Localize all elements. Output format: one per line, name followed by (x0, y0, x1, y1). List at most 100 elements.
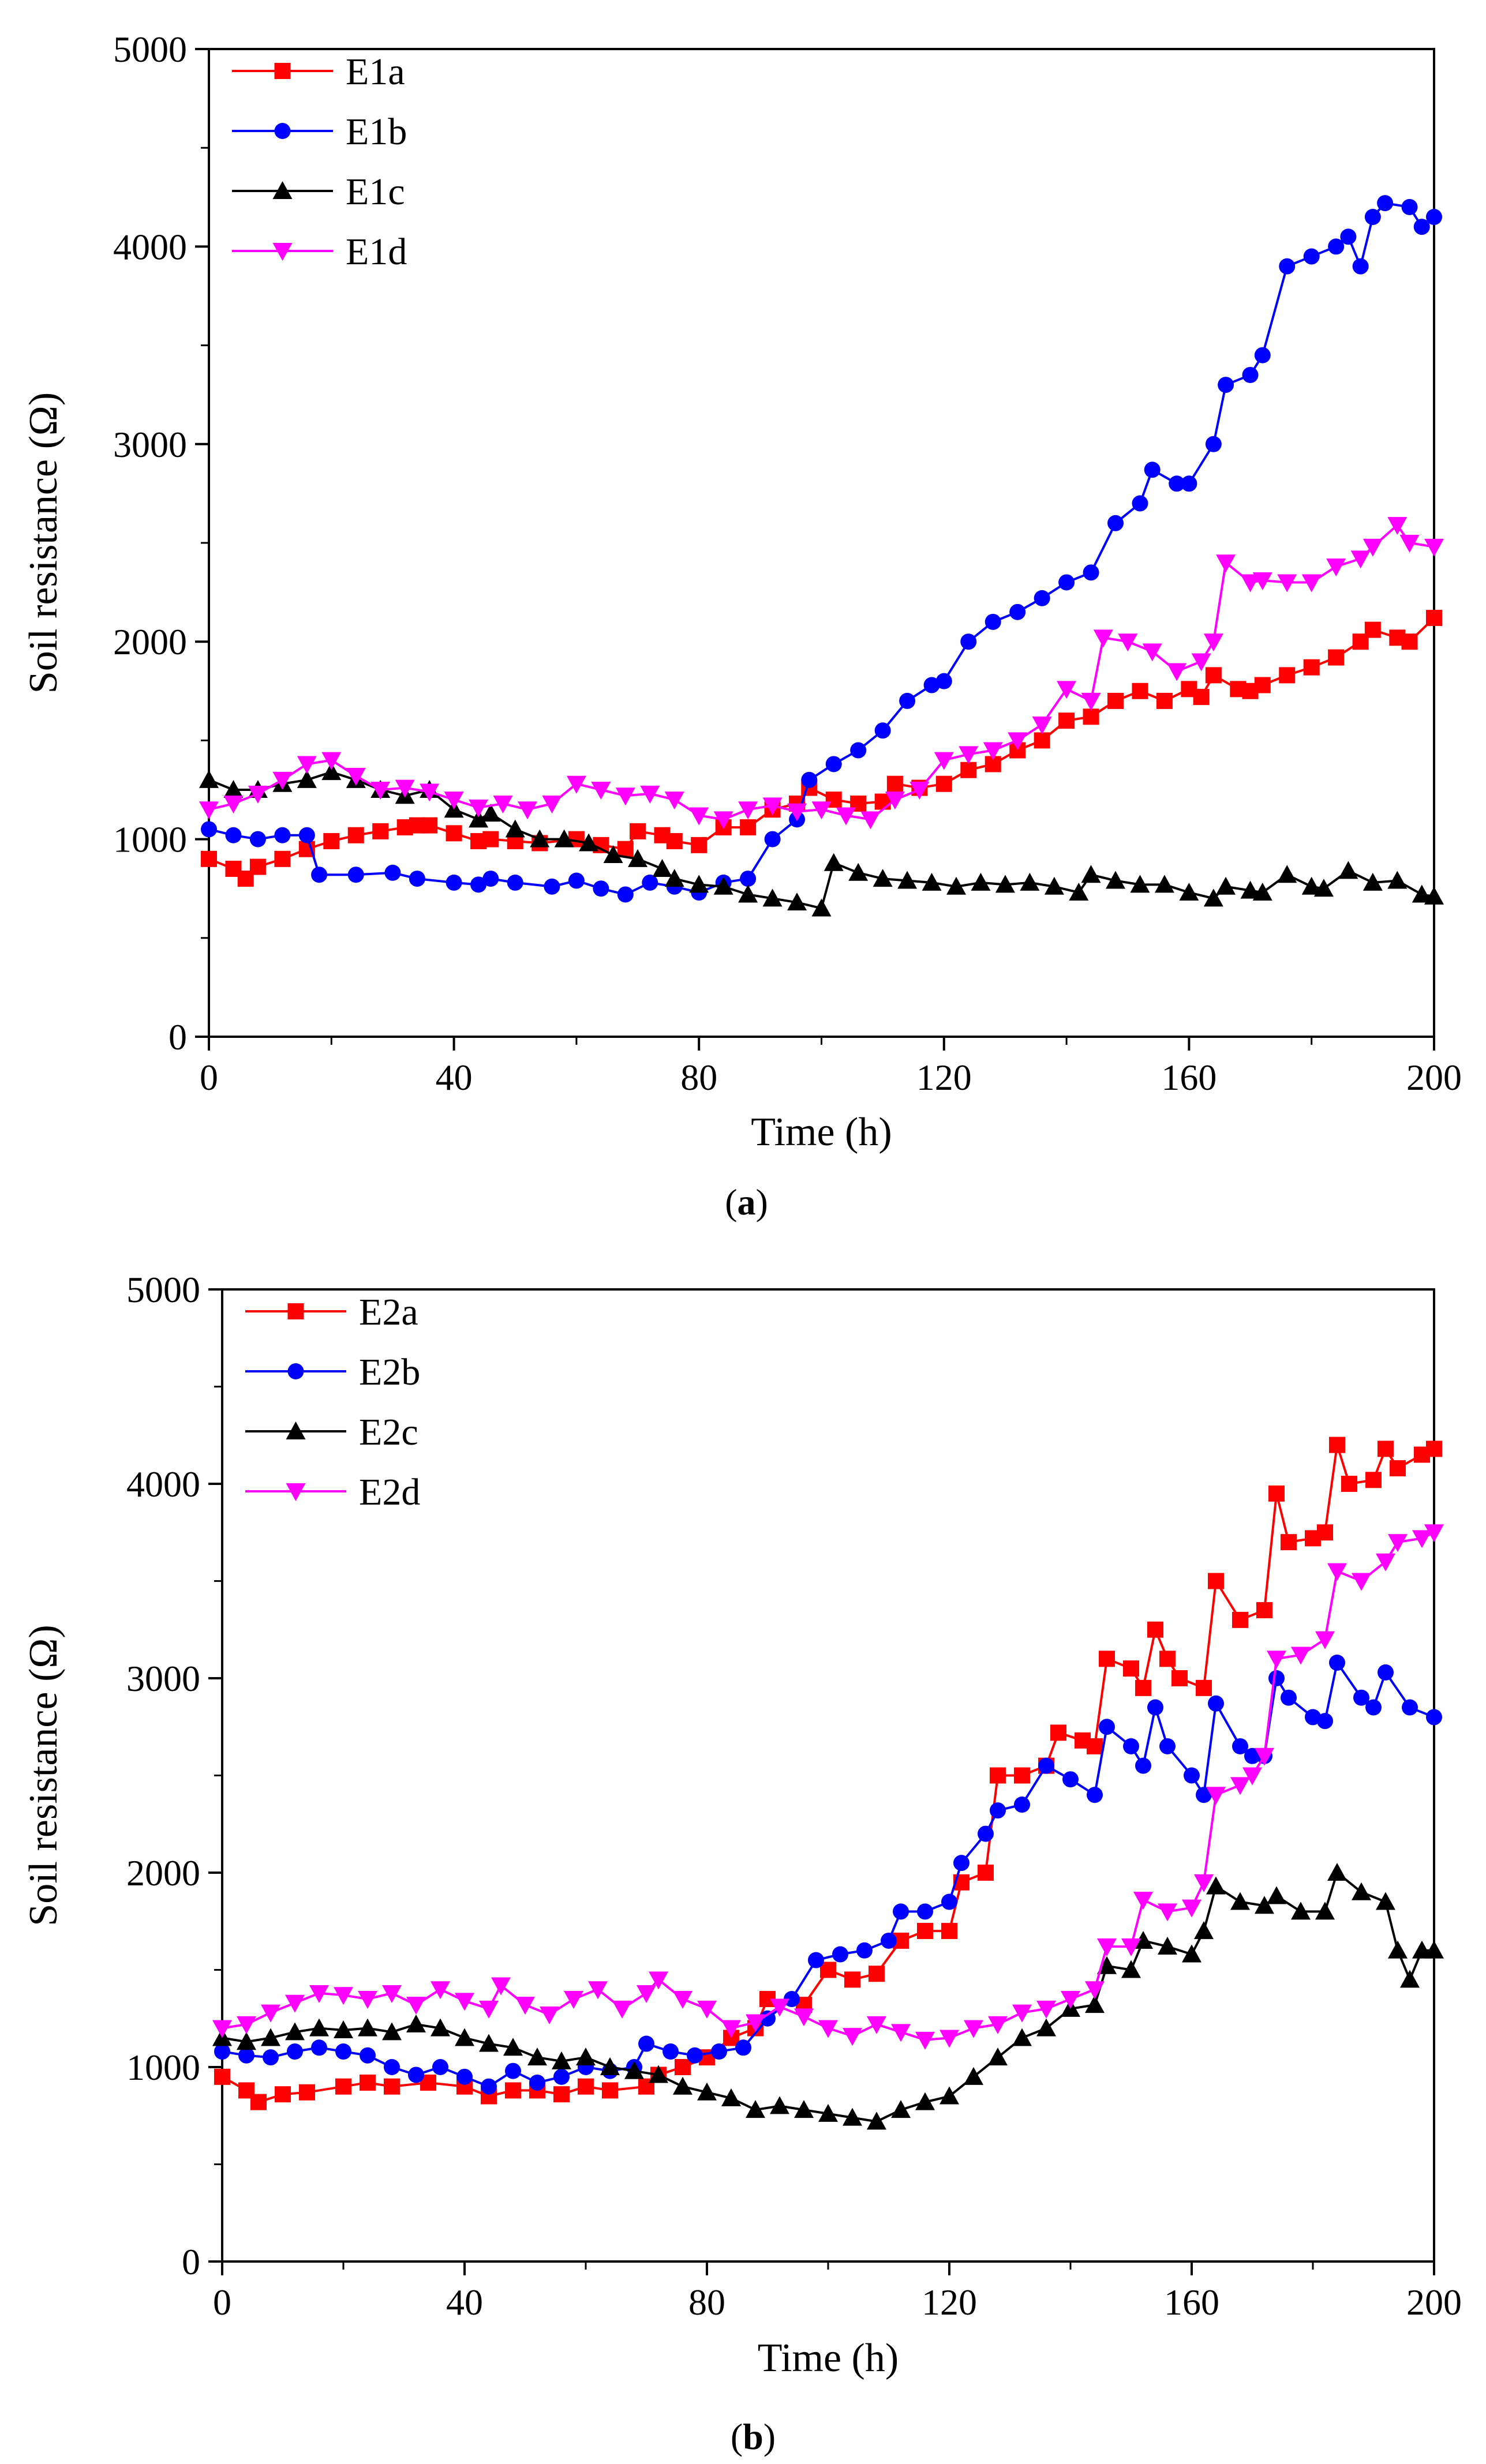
y-tick-label: 5000 (113, 29, 187, 70)
data-point-E1c (530, 829, 550, 847)
data-point-E2d (794, 2008, 814, 2027)
data-point-E1d (297, 756, 317, 774)
data-point-E1b (642, 874, 658, 891)
data-point-E2d (1085, 1981, 1105, 2000)
data-point-E1c (1277, 865, 1297, 883)
data-point-E2b (856, 1942, 873, 1959)
data-point-E2b (214, 2043, 230, 2060)
data-point-E2b (917, 1903, 933, 1920)
data-point-E2c (261, 2028, 280, 2046)
data-point-E2c (406, 2014, 426, 2032)
data-point-E1a (617, 841, 634, 857)
data-point-E1b (249, 831, 266, 847)
data-point-E1d (248, 785, 268, 804)
data-point-E1c (1240, 880, 1260, 899)
data-point-E2d (1267, 1651, 1286, 1669)
legend-label-E2a: E2a (359, 1291, 418, 1333)
data-point-E1b (1009, 603, 1026, 620)
data-point-E2c (1352, 1882, 1371, 1900)
data-point-E2a (299, 2084, 315, 2101)
legend-label-E2b: E2b (359, 1351, 420, 1393)
legend-marker-E2b (287, 1363, 304, 1379)
data-point-E1d (223, 795, 244, 813)
data-point-E2a (1365, 1472, 1382, 1488)
data-point-E1a (960, 762, 977, 778)
series-line-E1a (208, 617, 1435, 880)
data-point-E1c (223, 780, 244, 798)
data-point-E1a (1426, 610, 1442, 627)
data-point-E1c (762, 888, 783, 907)
data-point-E2c (1376, 1892, 1395, 1910)
data-point-E2b (832, 1946, 848, 1963)
data-point-E1b (274, 827, 291, 843)
x-tick-label: 200 (1406, 2282, 1462, 2323)
data-point-E1b (899, 692, 916, 709)
x-tick-label: 160 (1164, 2282, 1219, 2323)
data-point-E1c (1069, 883, 1089, 901)
data-point-E2c (1158, 1937, 1177, 1955)
data-point-E1b (311, 867, 328, 883)
y-tick-label: 3000 (113, 424, 187, 465)
data-point-E2c (939, 2086, 959, 2105)
data-point-E1b (446, 874, 462, 891)
data-point-E2b (287, 2043, 303, 2060)
data-point-E2a (1099, 1651, 1115, 1667)
data-point-E2b (808, 1952, 824, 1968)
data-point-E2d (1327, 1563, 1347, 1581)
data-point-E2d (261, 2004, 280, 2023)
data-point-E2c (1388, 1940, 1408, 1959)
data-point-E1c (664, 869, 684, 887)
data-point-E1c (1216, 876, 1236, 895)
data-point-E2c (576, 2047, 596, 2066)
data-point-E1d (983, 742, 1003, 760)
data-point-E2b (893, 1903, 909, 1920)
data-point-E2b (1087, 1787, 1103, 1803)
data-point-E1d (493, 795, 513, 813)
data-point-E1b (544, 878, 560, 895)
data-point-E2a (990, 1767, 1006, 1784)
data-point-E1c (971, 872, 991, 891)
data-point-E2b (1208, 1695, 1224, 1712)
data-point-E1b (507, 874, 523, 891)
data-point-E2a (275, 2086, 291, 2103)
data-point-E2c (964, 2067, 983, 2085)
data-point-E2b (1426, 1709, 1442, 1726)
data-point-E1c (873, 869, 893, 887)
data-point-E2d (939, 2030, 959, 2048)
data-point-E1b (1377, 195, 1394, 212)
data-point-E1c (787, 892, 807, 911)
x-tick-label: 120 (916, 1057, 972, 1098)
panel-label-close: ) (763, 2416, 776, 2457)
data-point-E2c (552, 2051, 571, 2069)
data-point-E1d (1424, 538, 1444, 557)
data-point-E1d (469, 799, 489, 817)
data-point-E2d (455, 1993, 474, 2011)
data-point-E2b (1099, 1719, 1115, 1735)
data-point-E2c (431, 2018, 450, 2037)
data-point-E2b (735, 2039, 751, 2056)
data-point-E1c (1301, 876, 1322, 895)
data-point-E1a (446, 825, 462, 842)
data-point-E2a (869, 1966, 885, 1982)
data-point-E2b (941, 1893, 957, 1910)
data-point-E2c (1133, 1930, 1153, 1949)
data-point-E2b (1329, 1655, 1345, 1671)
data-point-E2b (978, 1825, 994, 1842)
legend-marker-E1d (272, 243, 293, 261)
data-point-E1b (1254, 347, 1271, 363)
data-point-E2c (1036, 2018, 1056, 2037)
data-point-E1d (762, 797, 783, 816)
panel-label-open: ( (731, 2416, 743, 2457)
data-point-E1b (1279, 258, 1296, 275)
data-point-E1c (505, 819, 525, 838)
data-point-E2c (1424, 1940, 1444, 1959)
data-point-E1c (603, 845, 623, 863)
data-point-E2c (285, 2022, 305, 2041)
data-point-E2c (746, 2100, 765, 2118)
x-axis-title: Time (h) (751, 1110, 892, 1154)
data-point-E2c (891, 2100, 911, 2118)
data-point-E2b (238, 2047, 254, 2064)
data-point-E2d (1242, 1767, 1262, 1786)
data-point-E2b (1135, 1757, 1151, 1774)
data-point-E2a (250, 2094, 267, 2110)
